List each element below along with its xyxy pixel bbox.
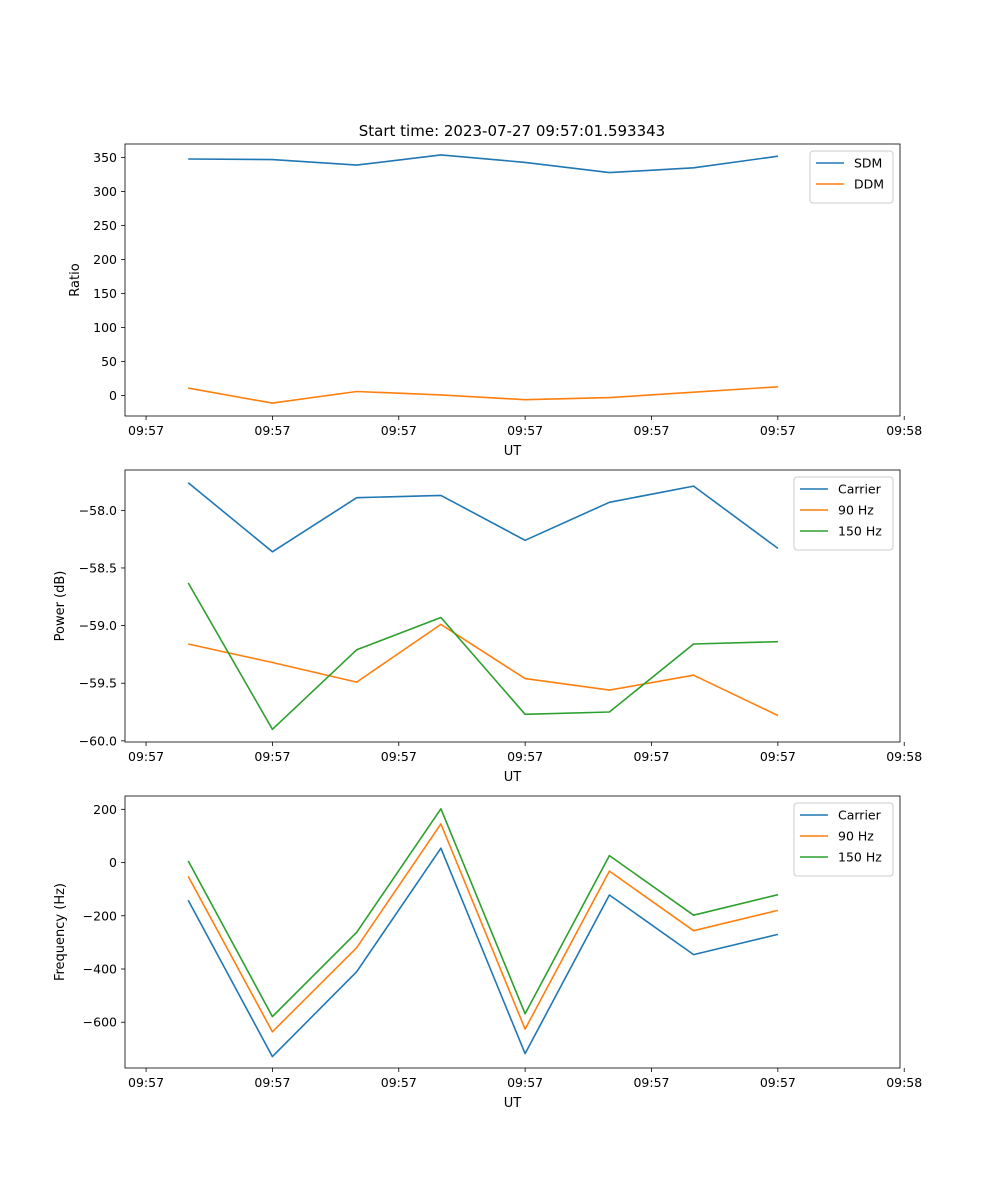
legend-label: Carrier	[838, 482, 882, 497]
x-tick-label: 09:57	[507, 423, 543, 438]
legend-label: DDM	[854, 177, 884, 192]
x-tick-label: 09:57	[381, 749, 417, 764]
y-tick-label: −200	[83, 908, 117, 923]
y-tick-label: 0	[109, 388, 117, 403]
x-tick-label: 09:57	[760, 749, 796, 764]
series-line-150-hz	[187, 807, 779, 1018]
series-line-90-hz	[188, 623, 779, 717]
axes-frame	[124, 143, 901, 417]
y-tick-label: −600	[83, 1015, 117, 1030]
legend: SDM DDM	[809, 150, 894, 204]
x-tick-label: 09:57	[760, 1075, 796, 1090]
chart-panel-1: 09:57 09:57 09:57 09:57 09:57 09:57 09:58 UT 0 50…	[68, 143, 922, 459]
x-tick-label: 09:58	[886, 749, 922, 764]
y-tick-label: 150	[93, 286, 117, 301]
x-axis-label: UT	[504, 770, 522, 785]
y-tick-label: 0	[109, 855, 117, 870]
y-axis-label: Power (dB)	[53, 571, 68, 642]
y-tick-label: 300	[93, 184, 117, 199]
axes-frame	[124, 795, 901, 1069]
x-tick-label: 09:57	[254, 423, 290, 438]
x-tick-label: 09:57	[633, 749, 669, 764]
series-line-90-hz	[187, 823, 779, 1033]
legend-label: SDM	[854, 156, 882, 171]
x-tick-label: 09:57	[381, 1075, 417, 1090]
y-axis-label: Ratio	[68, 263, 83, 296]
y-tick-label: 200	[93, 252, 117, 267]
y-tick-label: −58.0	[79, 503, 117, 518]
x-tick-label: 09:57	[254, 749, 290, 764]
axes-frame	[124, 469, 901, 743]
x-tick-label: 09:57	[381, 423, 417, 438]
chart-panel-3: 09:57 09:57 09:57 09:57 09:57 09:57 09:58 UT −60…	[53, 795, 922, 1111]
series-line-carrier	[187, 847, 779, 1058]
y-tick-label: 250	[93, 218, 117, 233]
figure-title: Start time: 2023-07-27 09:57:01.593343	[359, 122, 665, 140]
y-tick-label: −58.5	[79, 560, 117, 575]
y-tick-label: −59.5	[79, 676, 117, 691]
x-tick-label: 09:58	[886, 423, 922, 438]
x-tick-label: 09:57	[507, 749, 543, 764]
legend-label: Carrier	[838, 808, 882, 823]
legend-label: 90 Hz	[838, 829, 874, 844]
legend-label: 150 Hz	[838, 850, 882, 865]
series-line-sdm	[188, 154, 779, 174]
x-tick-label: 09:57	[760, 423, 796, 438]
y-tick-label: 350	[93, 150, 117, 165]
x-tick-label: 09:57	[254, 1075, 290, 1090]
x-tick-label: 09:57	[633, 1075, 669, 1090]
x-tick-label: 09:57	[633, 423, 669, 438]
y-tick-label: −60.0	[79, 733, 117, 748]
legend-box	[809, 150, 894, 204]
series-line-150-hz	[187, 582, 778, 731]
y-axis-label: Frequency (Hz)	[53, 883, 68, 981]
y-tick-label: 200	[93, 802, 117, 817]
series-line-ddm	[188, 386, 778, 404]
x-tick-label: 09:57	[128, 749, 164, 764]
legend-label: 150 Hz	[838, 524, 882, 539]
chart-panel-2: 09:57 09:57 09:57 09:57 09:57 09:57 09:58 UT −60…	[53, 469, 922, 785]
x-tick-label: 09:57	[507, 1075, 543, 1090]
x-axis-label: UT	[504, 1096, 522, 1111]
y-tick-label: −400	[83, 961, 117, 976]
legend: Carrier 90 Hz 150 Hz	[793, 802, 894, 877]
y-tick-label: −59.0	[79, 618, 117, 633]
y-tick-label: 50	[101, 354, 117, 369]
x-tick-label: 09:57	[128, 423, 164, 438]
y-tick-label: 100	[93, 320, 117, 335]
x-axis-label: UT	[504, 444, 522, 459]
legend-label: 90 Hz	[838, 503, 874, 518]
x-tick-label: 09:58	[886, 1075, 922, 1090]
legend: Carrier 90 Hz 150 Hz	[793, 476, 894, 551]
series-line-carrier	[187, 482, 779, 553]
x-tick-label: 09:57	[128, 1075, 164, 1090]
